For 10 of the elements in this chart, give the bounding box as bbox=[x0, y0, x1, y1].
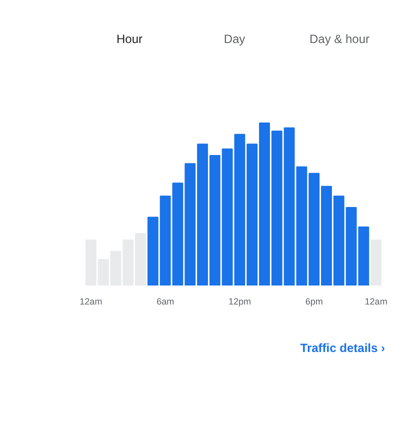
text: Day & hour bbox=[308, 31, 371, 48]
text: Traffic details › bbox=[299, 340, 385, 357]
x-tick-label: 6am bbox=[156, 296, 174, 306]
x-tick-label: 12am bbox=[80, 296, 102, 306]
bar bbox=[370, 240, 382, 286]
text: Hour bbox=[115, 31, 144, 48]
x-tick-label: 12pm bbox=[228, 296, 251, 306]
text: Day bbox=[222, 31, 246, 48]
x-tick-label: 6pm bbox=[305, 296, 323, 306]
x-tick-label: 12am bbox=[364, 296, 388, 306]
